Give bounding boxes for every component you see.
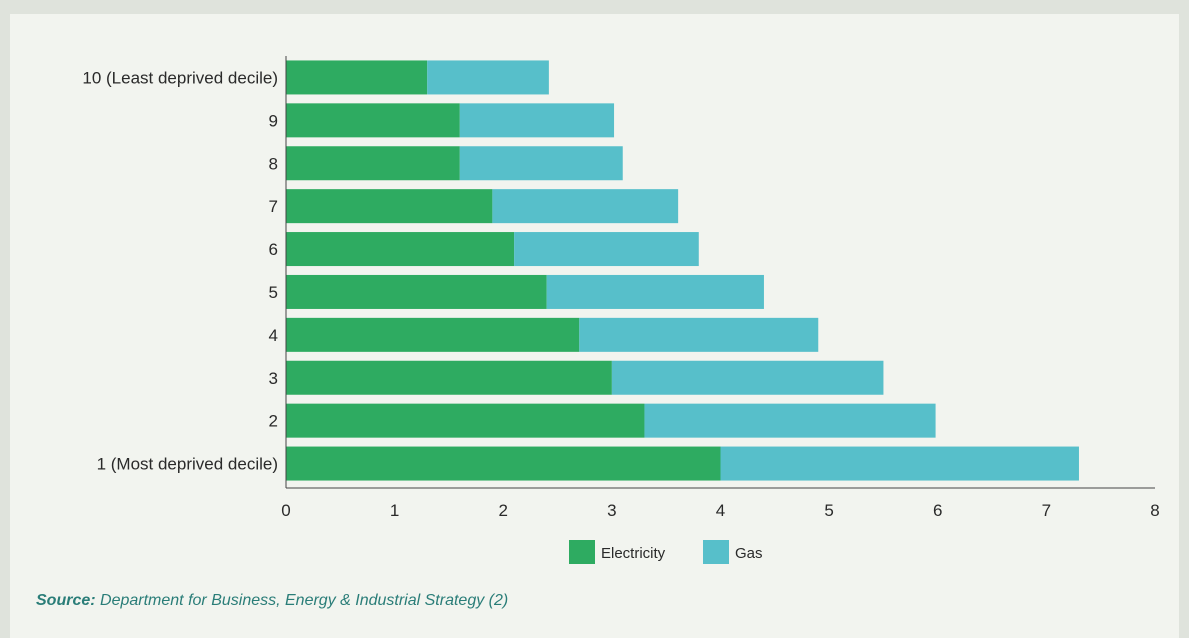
bar-gas-4 <box>492 189 679 224</box>
bar-electricity-1 <box>286 60 428 95</box>
bar-gas-1 <box>427 60 549 95</box>
bars-group <box>286 60 1079 481</box>
x-tick-label: 8 <box>1150 501 1159 520</box>
x-tick-label: 7 <box>1042 501 1051 520</box>
category-label: 8 <box>269 154 278 173</box>
bar-gas-2 <box>459 103 615 138</box>
bar-electricity-9 <box>286 403 645 438</box>
category-label: 7 <box>269 197 278 216</box>
bar-gas-8 <box>611 360 884 395</box>
category-label: 4 <box>269 326 278 345</box>
x-tick-label: 4 <box>716 501 725 520</box>
category-label: 9 <box>269 111 278 130</box>
bar-electricity-4 <box>286 189 493 224</box>
bar-electricity-6 <box>286 274 547 309</box>
category-labels: 10 (Least deprived decile) 9 8 7 6 5 4 3 2 1 (Mos… <box>82 68 278 473</box>
x-tick-label: 3 <box>607 501 616 520</box>
bar-electricity-2 <box>286 103 460 138</box>
x-tick-label: 0 <box>281 501 290 520</box>
legend-swatch-electricity <box>569 540 595 564</box>
legend-label-electricity: Electricity <box>601 545 666 562</box>
x-tick-label: 1 <box>390 501 399 520</box>
bar-gas-10 <box>720 446 1079 481</box>
source-text: Department for Business, Energy & Indust… <box>100 592 509 609</box>
x-tick-label: 2 <box>499 501 508 520</box>
bar-electricity-3 <box>286 146 460 181</box>
bar-gas-9 <box>644 403 936 438</box>
x-tick-label: 6 <box>933 501 942 520</box>
bar-gas-3 <box>459 146 623 181</box>
category-label: 3 <box>269 369 278 388</box>
category-label: 1 (Most deprived decile) <box>97 455 278 474</box>
bar-electricity-5 <box>286 232 515 267</box>
category-label: 10 (Least deprived decile) <box>82 68 278 87</box>
x-tick-labels: 0 1 2 3 4 5 6 7 8 <box>281 501 1159 520</box>
x-tick-label: 5 <box>824 501 833 520</box>
bar-gas-7 <box>579 317 819 352</box>
legend: Electricity Gas <box>569 540 763 564</box>
chart-panel: 10 (Least deprived decile) 9 8 7 6 5 4 3 2 1 (Mos… <box>10 14 1179 638</box>
legend-swatch-gas <box>703 540 729 564</box>
category-label: 2 <box>269 412 278 431</box>
bar-electricity-7 <box>286 317 580 352</box>
category-label: 6 <box>269 240 278 259</box>
legend-label-gas: Gas <box>735 545 763 562</box>
bar-electricity-10 <box>286 446 721 481</box>
source-label: Source: <box>36 592 96 609</box>
category-label: 5 <box>269 283 278 302</box>
source-note: Source: Department for Business, Energy … <box>36 592 508 610</box>
bar-gas-5 <box>514 232 699 267</box>
bar-chart: 10 (Least deprived decile) 9 8 7 6 5 4 3 2 1 (Mos… <box>82 56 1160 564</box>
bar-electricity-8 <box>286 360 612 395</box>
bar-gas-6 <box>546 274 764 309</box>
